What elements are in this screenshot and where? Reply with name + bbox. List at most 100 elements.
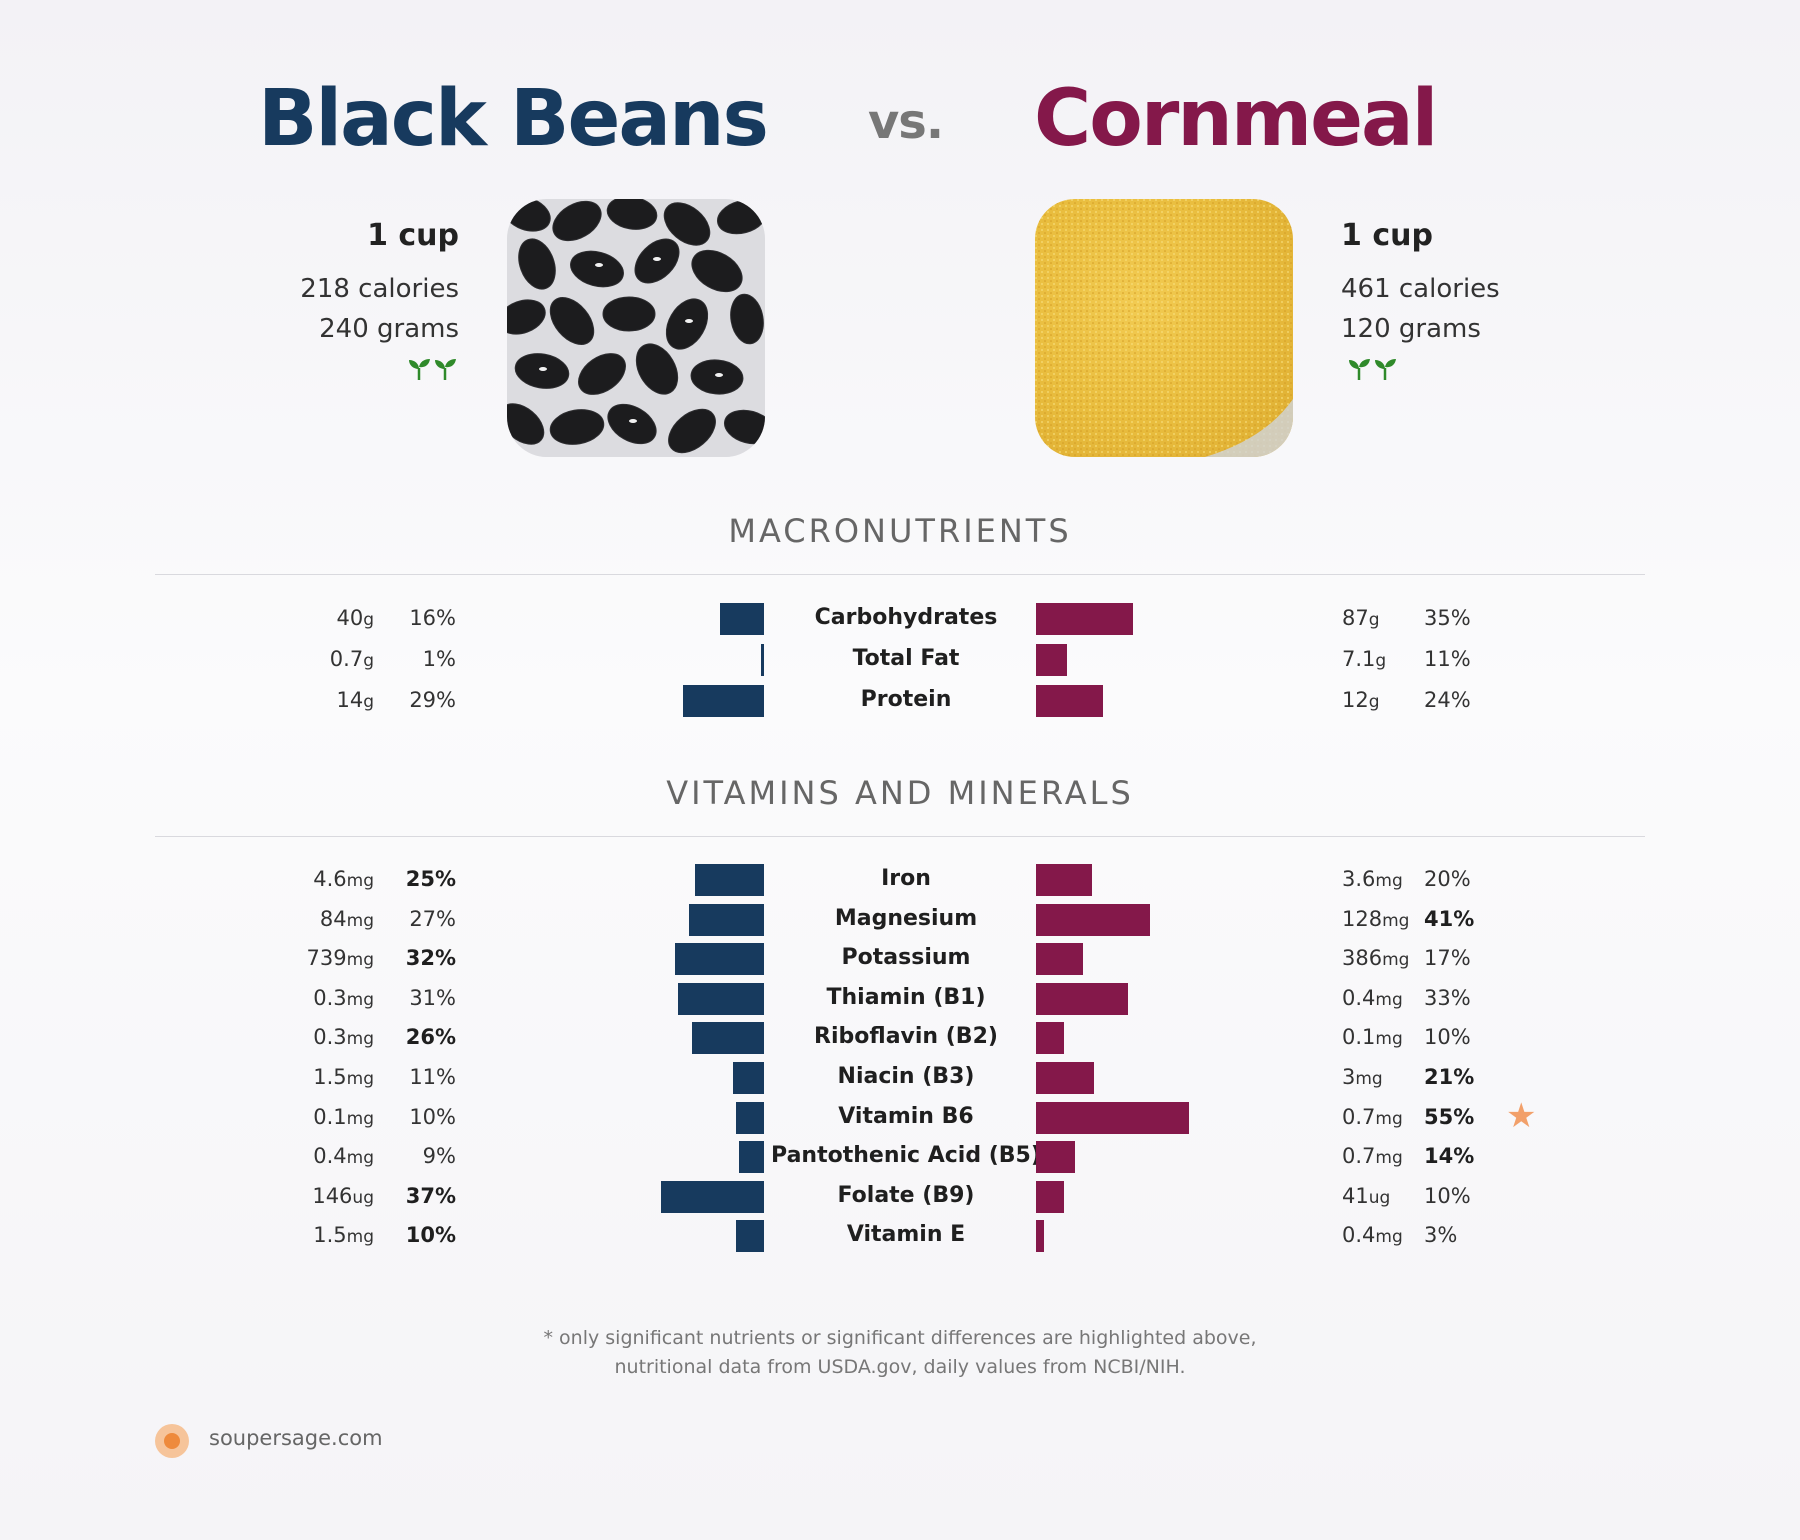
left-amount: 0.1mg xyxy=(313,1105,374,1129)
left-amount-value: 1.5 xyxy=(313,1065,347,1089)
right-bar xyxy=(1036,982,1128,1015)
nutrient-label: Pantothenic Acid (B5) xyxy=(771,1143,1041,1169)
right-amount: 0.4mg xyxy=(1342,986,1403,1010)
left-percent: 10% xyxy=(405,1223,456,1248)
left-grams: 240 grams xyxy=(319,314,459,344)
right-amount: 41ug xyxy=(1342,1184,1390,1208)
right-amount-value: 0.7 xyxy=(1342,1104,1376,1129)
left-food-title: Black Beans xyxy=(257,74,769,164)
right-percent: 17% xyxy=(1424,946,1471,971)
nutrient-label: Carbohydrates xyxy=(814,605,998,630)
right-amount: 87g xyxy=(1342,606,1380,630)
right-amount: 386mg xyxy=(1342,946,1409,970)
left-amount-value: 0.4 xyxy=(313,1144,347,1169)
right-amount-value: 0.7 xyxy=(1342,1144,1376,1169)
right-bar xyxy=(1036,1022,1064,1055)
left-bar xyxy=(694,864,764,896)
right-amount-unit: g xyxy=(1368,610,1380,630)
left-amount-unit: mg xyxy=(346,989,374,1010)
right-amount-value: 0.4 xyxy=(1342,1223,1376,1248)
left-percent: 27% xyxy=(409,906,456,931)
right-amount: 7.1g xyxy=(1342,647,1386,671)
left-amount-unit: g xyxy=(363,651,374,671)
soupersage-logo-icon xyxy=(155,1424,189,1458)
right-amount-unit: g xyxy=(1375,651,1387,671)
left-serving: 1 cup xyxy=(367,218,459,253)
right-percent: 33% xyxy=(1424,985,1471,1010)
footnote-line-2: nutritional data from USDA.gov, daily va… xyxy=(614,1356,1186,1378)
left-percent: 31% xyxy=(409,985,456,1010)
left-amount-unit: mg xyxy=(346,910,374,931)
right-bar xyxy=(1036,1220,1045,1253)
right-amount: 3.6mg xyxy=(1342,867,1403,891)
nutrient-label: Iron xyxy=(881,866,931,891)
macros-divider xyxy=(155,574,1645,575)
right-amount: 12g xyxy=(1342,688,1380,712)
left-amount-value: 4.6 xyxy=(313,867,347,891)
right-amount: 0.7mg xyxy=(1342,1105,1403,1129)
left-bar xyxy=(761,644,764,676)
left-amount: 0.4mg xyxy=(313,1144,374,1168)
right-bar xyxy=(1036,1101,1189,1134)
left-amount-value: 84 xyxy=(319,906,347,931)
right-bar xyxy=(1036,1141,1075,1174)
right-amount-unit: mg xyxy=(1382,950,1410,971)
left-bar xyxy=(733,1062,764,1094)
left-percent: 32% xyxy=(405,946,456,971)
left-percent: 29% xyxy=(409,688,456,712)
left-bar xyxy=(736,1101,764,1134)
nutrient-label: Riboflavin (B2) xyxy=(814,1024,998,1050)
right-amount: 3mg xyxy=(1342,1065,1383,1089)
right-bar xyxy=(1036,864,1092,896)
left-bar xyxy=(736,1220,764,1253)
brand-link[interactable]: soupersage.com xyxy=(209,1426,383,1450)
left-amount-unit: mg xyxy=(346,1227,374,1248)
left-percent: 25% xyxy=(405,867,456,891)
left-amount-unit: g xyxy=(363,610,374,630)
nutrient-label: Niacin (B3) xyxy=(837,1064,975,1089)
left-amount-unit: mg xyxy=(346,1148,374,1169)
right-grams: 120 grams xyxy=(1341,314,1481,344)
vitamins-heading: VITAMINS AND MINERALS xyxy=(666,774,1134,812)
right-bar xyxy=(1036,1180,1064,1213)
left-amount-value: 0.1 xyxy=(313,1104,347,1129)
left-amount: 0.7g xyxy=(330,647,374,671)
left-amount-unit: mg xyxy=(346,1069,374,1089)
left-amount-value: 14 xyxy=(336,688,364,712)
right-percent: 41% xyxy=(1424,906,1475,931)
left-amount: 14g xyxy=(336,688,374,712)
left-amount-unit: mg xyxy=(346,1108,374,1129)
right-percent: 11% xyxy=(1424,647,1471,671)
left-percent: 1% xyxy=(422,647,456,671)
vitamins-divider xyxy=(155,836,1645,837)
left-amount-unit: mg xyxy=(346,1029,374,1050)
right-bar xyxy=(1036,943,1084,976)
right-bar xyxy=(1036,685,1103,717)
left-amount: 739mg xyxy=(307,946,374,970)
left-bar xyxy=(719,603,764,635)
right-amount-unit: mg xyxy=(1375,1108,1403,1129)
left-amount-value: 0.3 xyxy=(313,985,347,1010)
right-amount: 0.1mg xyxy=(1342,1025,1403,1049)
left-bar xyxy=(677,982,764,1015)
right-percent: 10% xyxy=(1424,1183,1471,1208)
right-amount-value: 0.1 xyxy=(1342,1025,1376,1050)
nutrient-label: Thiamin (B1) xyxy=(826,984,986,1010)
right-amount-unit: mg xyxy=(1375,1029,1403,1050)
left-amount-value: 40 xyxy=(336,606,364,630)
right-percent: 24% xyxy=(1424,688,1471,712)
black-beans-image xyxy=(507,199,765,457)
right-amount: 0.4mg xyxy=(1342,1223,1403,1247)
left-bar xyxy=(738,1141,764,1174)
right-amount-unit: mg xyxy=(1375,1148,1403,1169)
right-percent: 20% xyxy=(1424,867,1471,891)
left-amount-unit: mg xyxy=(346,950,374,971)
nutrient-label: Vitamin E xyxy=(846,1222,966,1248)
right-amount-value: 0.4 xyxy=(1342,985,1376,1010)
nutrient-label: Magnesium xyxy=(834,905,978,931)
right-amount-unit: mg xyxy=(1382,910,1410,931)
left-amount: 146ug xyxy=(312,1184,374,1208)
left-calories: 218 calories xyxy=(300,274,459,304)
left-bar xyxy=(661,1180,764,1213)
left-percent: 16% xyxy=(409,606,456,630)
